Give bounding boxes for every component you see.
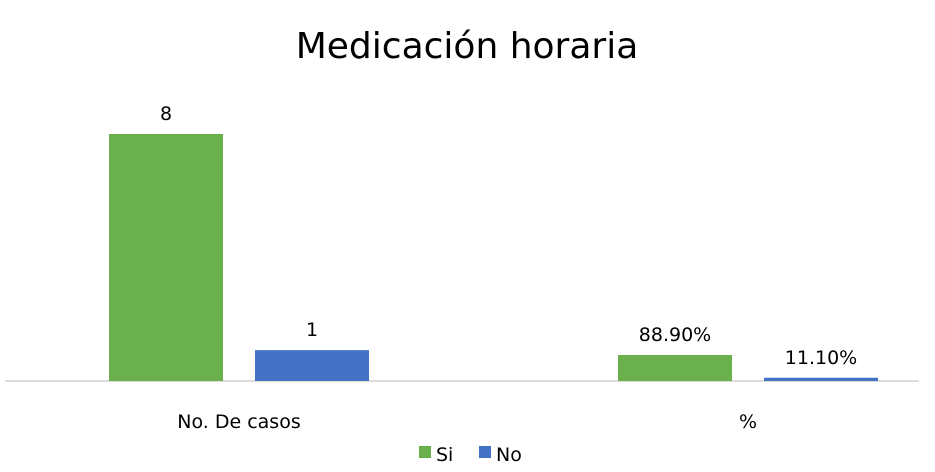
- bar-si-porcentaje: [618, 355, 732, 381]
- bar-no-porcentaje: [764, 377, 878, 381]
- legend-swatch-no: [479, 446, 491, 458]
- bar-si-casos: [109, 134, 223, 381]
- category-label-casos: No. De casos: [177, 411, 300, 433]
- data-label-no-casos: 1: [306, 319, 318, 341]
- category-labels-layer: No. De casos%: [177, 411, 757, 433]
- legend: Si No: [419, 444, 522, 466]
- bar-no-casos: [255, 350, 369, 381]
- legend-swatch-si: [419, 446, 431, 458]
- data-label-si-casos: 8: [160, 103, 172, 125]
- data-labels-layer: 8 1 88.90% 11.10%: [160, 103, 857, 369]
- legend-label-no: No: [496, 444, 522, 466]
- category-label-porcentaje: %: [739, 411, 757, 433]
- chart-title: Medicación horaria: [296, 26, 639, 67]
- data-label-no-porcentaje: 11.10%: [785, 347, 857, 369]
- legend-label-si: Si: [436, 444, 453, 466]
- data-label-si-porcentaje: 88.90%: [639, 324, 711, 346]
- bars-layer: [109, 134, 878, 381]
